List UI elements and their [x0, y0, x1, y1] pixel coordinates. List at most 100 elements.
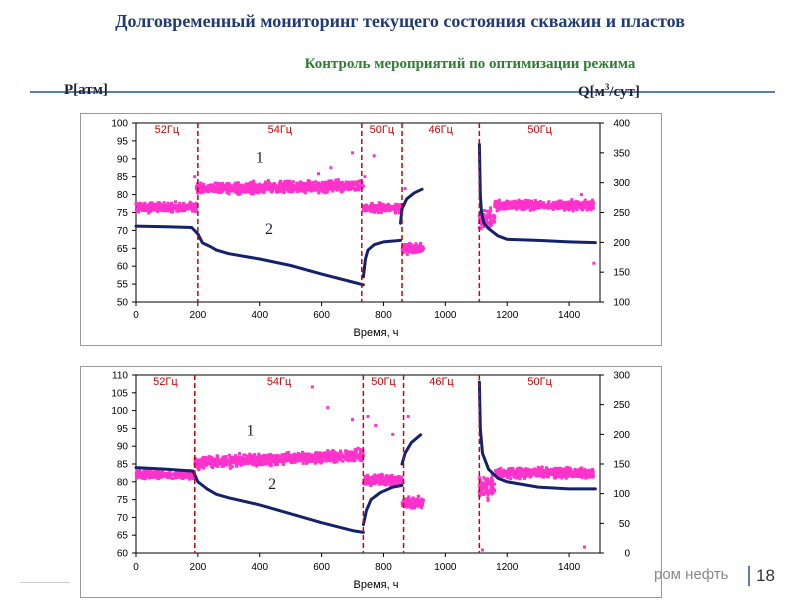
rate-point [170, 205, 174, 209]
rate-point [527, 470, 531, 474]
rate-point [269, 186, 273, 190]
x-tick-label: 0 [133, 562, 139, 573]
rate-point [175, 208, 179, 212]
rate-point [164, 209, 168, 213]
rate-point [141, 476, 145, 480]
y2-tick-label: 300 [613, 371, 630, 382]
y-tick-label: 105 [111, 388, 128, 399]
rate-point [494, 199, 498, 203]
rate-point [266, 185, 270, 189]
rate-point [337, 185, 341, 189]
rate-point [156, 209, 160, 213]
rate-point [135, 210, 139, 214]
rate-point [357, 457, 361, 461]
rate-point [202, 182, 206, 186]
rate-point [485, 485, 489, 489]
rate-point [383, 480, 387, 484]
rate-point [292, 459, 296, 463]
rate-point [358, 455, 362, 459]
rate-point [560, 472, 564, 476]
rate-point [277, 188, 281, 192]
rate-point [138, 475, 142, 479]
rate-point [209, 187, 213, 191]
rate-point [293, 452, 297, 456]
rate-point [194, 184, 198, 188]
rate-point [542, 473, 546, 477]
rate-point [258, 182, 262, 186]
rate-point [147, 205, 151, 209]
rate-point [192, 476, 196, 480]
rate-point [340, 180, 344, 184]
rate-point [489, 488, 493, 492]
rate-point [561, 475, 565, 479]
rate-point [347, 450, 351, 454]
rate-point [336, 455, 340, 459]
rate-point [524, 471, 528, 475]
rate-point [380, 478, 384, 482]
rate-point [151, 471, 155, 475]
rate-point [518, 470, 522, 474]
rate-point [135, 476, 139, 480]
rate-point [520, 199, 524, 203]
rate-point [255, 464, 259, 468]
rate-point [516, 206, 520, 210]
rate-point [388, 480, 392, 484]
rate-point [244, 182, 248, 186]
rate-point [534, 204, 538, 208]
rate-point [317, 456, 321, 460]
rate-point [180, 476, 184, 480]
rate-point [332, 450, 336, 454]
rate-point [267, 455, 271, 459]
rate-point [397, 477, 401, 481]
rate-point [392, 482, 396, 486]
rate-point [268, 181, 272, 185]
rate-point [562, 204, 566, 208]
rate-point [221, 464, 225, 468]
rate-point [403, 248, 407, 252]
rate-point [350, 454, 354, 458]
rate-point [375, 480, 379, 484]
rate-point [266, 179, 270, 183]
rate-point [583, 203, 587, 207]
rate-point [291, 454, 295, 458]
x-tick-label: 600 [313, 562, 330, 573]
rate-point [225, 185, 229, 189]
rate-point [221, 455, 225, 459]
rate-point [199, 191, 203, 195]
rate-point [234, 463, 238, 467]
rate-point [372, 478, 376, 482]
rate-point [587, 207, 591, 211]
rate-point [395, 477, 399, 481]
x-tick-label: 1000 [434, 562, 457, 573]
rate-point [505, 201, 509, 205]
rate-point [385, 482, 389, 486]
rate-point [557, 203, 561, 207]
rate-point [247, 190, 251, 194]
rate-point [270, 189, 274, 193]
rate-point [323, 451, 327, 455]
rate-point [583, 545, 587, 549]
rate-point [353, 188, 357, 192]
rate-point [277, 457, 281, 461]
rate-point [383, 483, 387, 487]
rate-point [351, 418, 355, 421]
rate-point [387, 478, 391, 482]
x-tick-label: 400 [251, 310, 268, 321]
rate-axis-label: Q[м3/сут] [578, 82, 640, 100]
rate-point [536, 465, 540, 469]
rate-point [507, 200, 511, 204]
rate-point [479, 226, 483, 230]
rate-point [228, 184, 232, 188]
rate-point [531, 206, 535, 210]
rate-point [288, 182, 292, 186]
rate-point [140, 473, 144, 477]
rate-point [416, 246, 420, 250]
rate-point [186, 206, 190, 210]
rate-point [357, 453, 361, 457]
rate-point [366, 475, 370, 479]
rate-point [518, 474, 522, 478]
rate-point [157, 469, 161, 473]
rate-point [292, 184, 296, 188]
rate-point [547, 203, 551, 207]
rate-point [226, 183, 230, 187]
